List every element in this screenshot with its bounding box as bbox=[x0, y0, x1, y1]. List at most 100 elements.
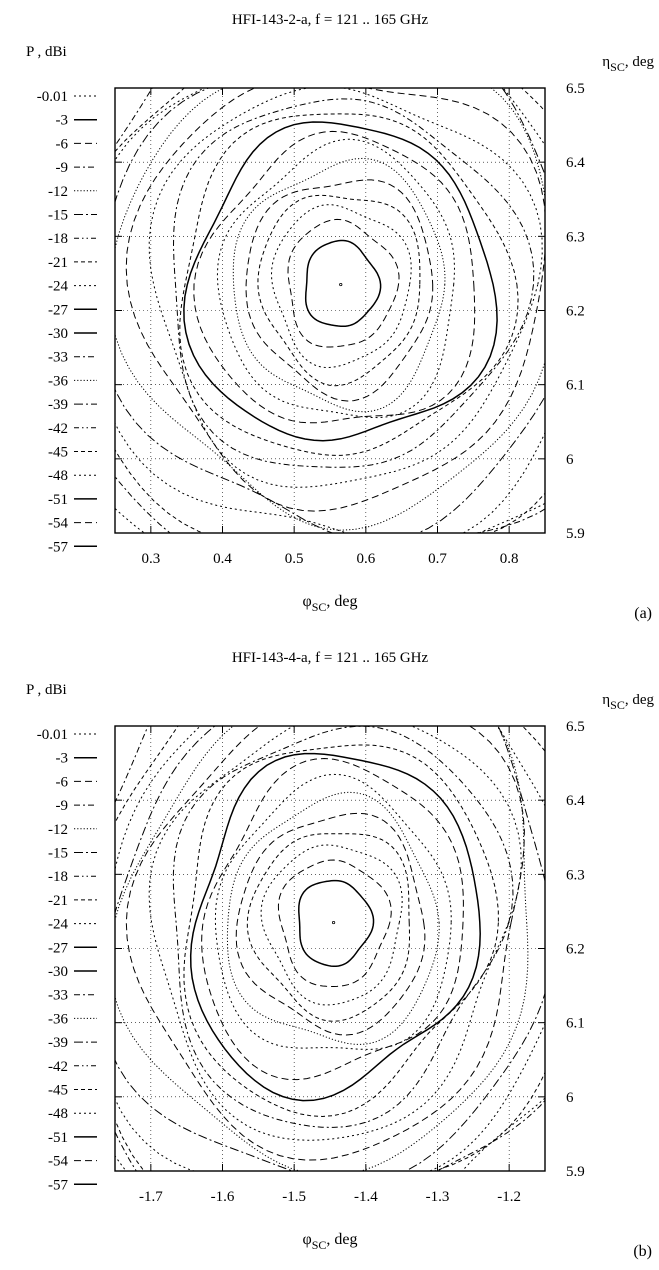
legend-title: P , dBi bbox=[26, 44, 67, 60]
contour-line bbox=[260, 844, 403, 1006]
contour-line bbox=[115, 1097, 545, 1171]
y-tick-label: 6.2 bbox=[566, 942, 585, 958]
y-axis-label: ηSC, deg bbox=[602, 54, 654, 74]
legend-entry-label: -24 bbox=[48, 917, 68, 933]
contour-line bbox=[246, 833, 410, 1022]
legend-entry-label: -18 bbox=[48, 231, 68, 247]
y-axis-label-unit: , deg bbox=[625, 54, 655, 70]
contour-line bbox=[148, 88, 543, 488]
panel-label: (a) bbox=[634, 605, 652, 622]
legend-entry-label: -45 bbox=[48, 445, 68, 461]
legend-title: P , dBi bbox=[26, 682, 67, 698]
legend-entry-label: -39 bbox=[48, 397, 68, 413]
y-axis-label-unit: , deg bbox=[625, 692, 655, 708]
y-tick-label: 5.9 bbox=[566, 1164, 585, 1180]
contour-line bbox=[115, 726, 545, 1171]
chart-title: HFI-143-2-a, f = 121 .. 165 GHz bbox=[232, 12, 429, 28]
x-axis-label-subscript: SC bbox=[312, 1238, 327, 1252]
y-tick-label: 6.2 bbox=[566, 304, 585, 320]
contour-line bbox=[216, 138, 456, 419]
contour-line bbox=[172, 98, 535, 468]
x-tick-label: 0.5 bbox=[285, 551, 304, 567]
x-axis-label-unit: , deg bbox=[326, 1231, 357, 1248]
legend-entry-label: -21 bbox=[48, 893, 68, 909]
contour-line bbox=[115, 726, 545, 1171]
chart-title: HFI-143-4-a, f = 121 .. 165 GHz bbox=[232, 650, 429, 666]
y-tick-label: 6.4 bbox=[566, 155, 585, 171]
y-tick-label: 6 bbox=[566, 1090, 574, 1106]
legend-entry-label: -48 bbox=[48, 468, 68, 484]
x-axis-label-subscript: SC bbox=[312, 600, 327, 614]
contour-line bbox=[277, 859, 392, 987]
legend-entry-label: -51 bbox=[48, 492, 68, 508]
legend-entry-label: -51 bbox=[48, 1130, 68, 1146]
contour-line bbox=[189, 752, 481, 1102]
legend-entry-label: -57 bbox=[48, 539, 68, 555]
contour-line bbox=[232, 157, 446, 413]
legend-entry-label: -30 bbox=[48, 964, 68, 980]
contour-line bbox=[183, 121, 498, 442]
legend-entry-label: -3 bbox=[56, 751, 69, 767]
legend-entry-label: -57 bbox=[48, 1177, 68, 1193]
contour-line bbox=[257, 194, 421, 387]
y-tick-label: 6.5 bbox=[566, 81, 585, 97]
contour-line bbox=[115, 726, 545, 1171]
x-axis-label-symbol: φ bbox=[302, 1231, 311, 1248]
x-tick-label: 0.8 bbox=[500, 551, 519, 567]
contour-line bbox=[115, 88, 545, 531]
y-axis-label-subscript: SC bbox=[610, 60, 625, 74]
legend-entry-label: -33 bbox=[48, 988, 68, 1004]
y-tick-label: 6.1 bbox=[566, 378, 585, 394]
contour-line bbox=[115, 726, 545, 1171]
legend-entry-label: -15 bbox=[48, 846, 68, 862]
contour-line bbox=[235, 812, 426, 1036]
legend-entry-label: -45 bbox=[48, 1083, 68, 1099]
y-tick-label: 6.3 bbox=[566, 867, 585, 883]
legend-entry-label: -21 bbox=[48, 255, 68, 271]
contour-line bbox=[179, 113, 519, 456]
y-tick-label: 6.5 bbox=[566, 719, 585, 735]
contour-line bbox=[287, 218, 400, 348]
contour-line bbox=[115, 88, 545, 533]
chart-panel-b: HFI-143-4-a, f = 121 .. 165 GHz P , dBi ηS… bbox=[26, 650, 654, 1260]
x-axis-label: φSC, deg bbox=[302, 593, 357, 614]
y-axis-label: ηSC, deg bbox=[602, 692, 654, 712]
x-tick-label: -1.7 bbox=[139, 1189, 163, 1205]
legend-entry-label: -15 bbox=[48, 208, 68, 224]
legend-entry-label: -24 bbox=[48, 279, 68, 295]
legend-entry-label: -6 bbox=[56, 136, 69, 152]
x-tick-label: 0.4 bbox=[213, 551, 232, 567]
contour-line bbox=[270, 204, 412, 369]
y-axis-label-symbol: η bbox=[602, 54, 610, 70]
contour-line bbox=[172, 726, 514, 1128]
legend-entry-label: -18 bbox=[48, 869, 68, 885]
x-tick-label: 0.7 bbox=[428, 551, 447, 567]
y-tick-label: 6.1 bbox=[566, 1016, 585, 1032]
x-tick-label: -1.3 bbox=[426, 1189, 450, 1205]
legend-entry-label: -12 bbox=[48, 822, 68, 838]
y-tick-label: 6.4 bbox=[566, 793, 585, 809]
contour-line bbox=[245, 179, 434, 402]
contour-line bbox=[115, 88, 545, 533]
legend-entry-label: -36 bbox=[48, 1011, 68, 1027]
legend-entry-label: -0.01 bbox=[37, 727, 68, 743]
contour-line bbox=[125, 726, 525, 1161]
legend-entry-label: -3 bbox=[56, 113, 69, 129]
peak-marker bbox=[339, 282, 343, 287]
x-axis-label: φSC, deg bbox=[302, 1231, 357, 1252]
x-axis-label-symbol: φ bbox=[302, 593, 311, 610]
y-tick-label: 6.3 bbox=[566, 229, 585, 245]
y-tick-label: 6 bbox=[566, 452, 574, 468]
legend-entry-label: -33 bbox=[48, 350, 68, 366]
x-tick-label: -1.5 bbox=[282, 1189, 306, 1205]
peak-marker bbox=[331, 920, 336, 925]
legend-entry-label: -12 bbox=[48, 184, 68, 200]
legend-entry-label: -30 bbox=[48, 326, 68, 342]
contour-line bbox=[125, 88, 545, 512]
contour-line bbox=[115, 88, 545, 533]
panel-label: (b) bbox=[633, 1243, 652, 1260]
contour-line bbox=[148, 726, 522, 1141]
x-tick-label: -1.2 bbox=[497, 1189, 521, 1205]
x-axis-label-unit: , deg bbox=[326, 593, 357, 610]
